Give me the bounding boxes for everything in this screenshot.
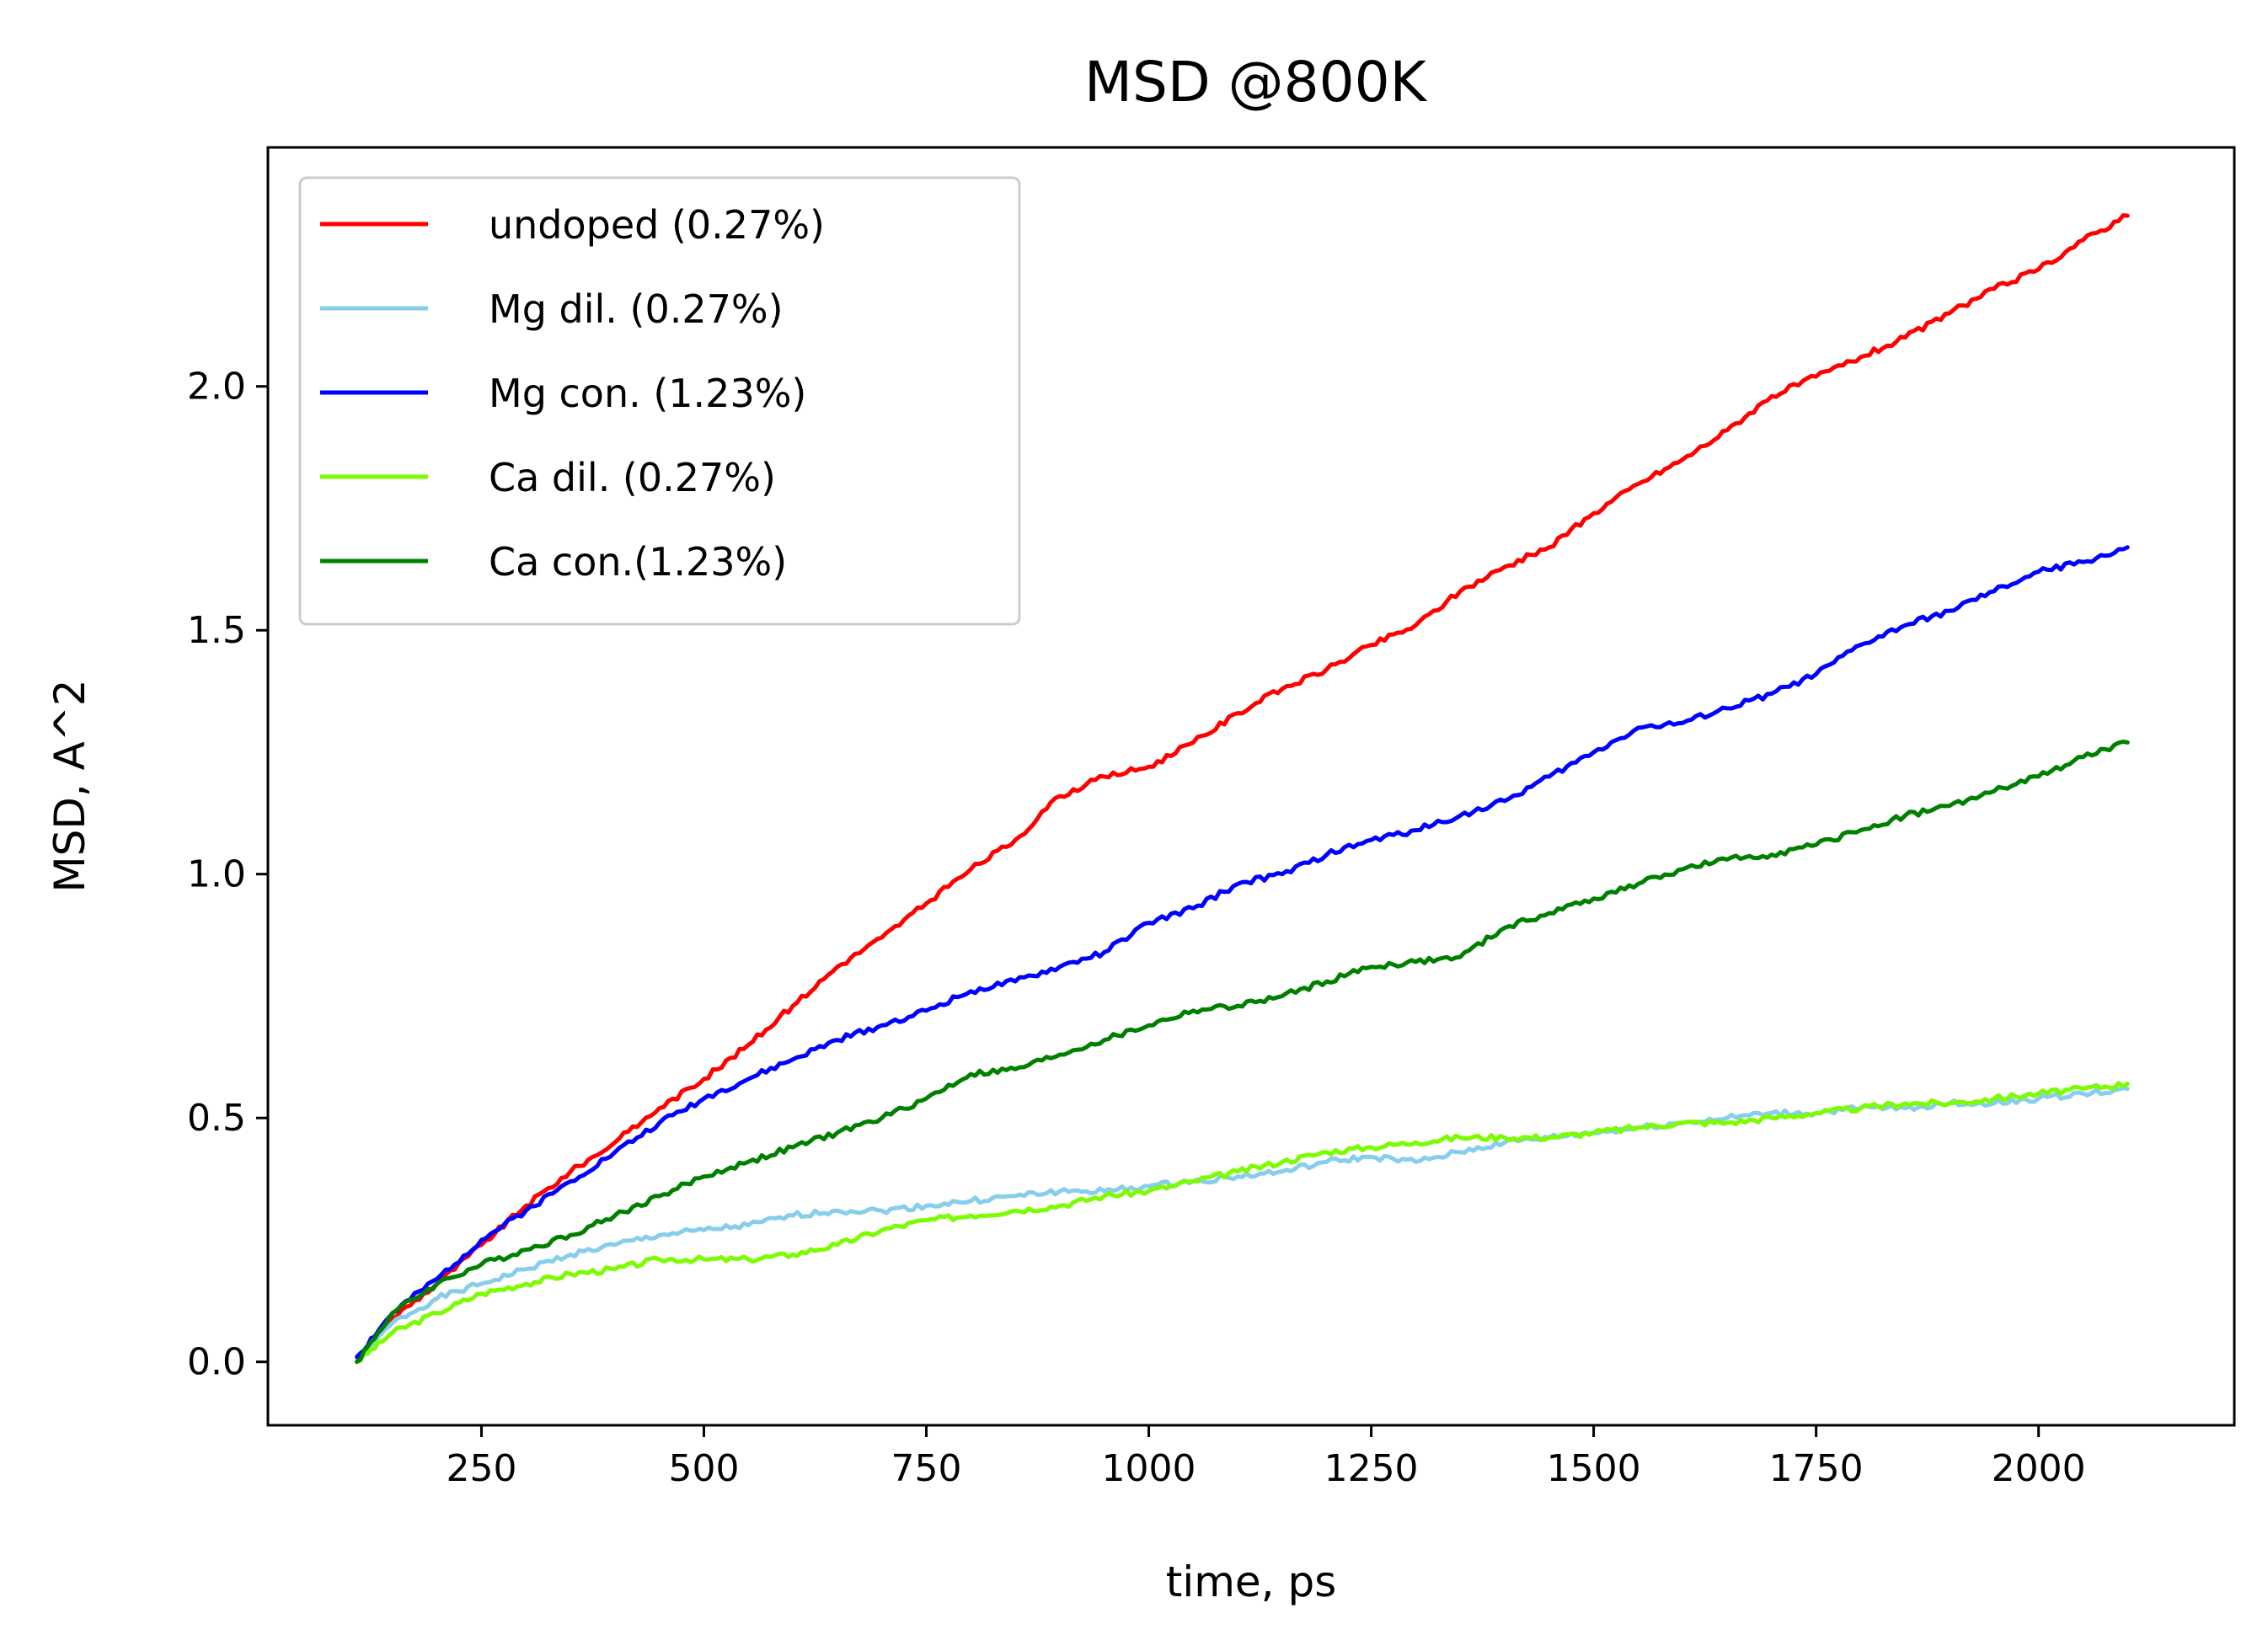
x-tick-label: 1750 [1769, 1447, 1864, 1490]
x-tick-label: 1000 [1102, 1447, 1196, 1490]
x-tick-label: 2000 [1992, 1447, 2086, 1490]
y-tick-label: 1.5 [187, 609, 246, 652]
x-tick-label: 500 [669, 1447, 740, 1490]
x-axis-label: time, ps [1166, 1557, 1337, 1606]
legend-label: Ca con.(1.23%) [489, 539, 787, 585]
x-tick-label: 750 [891, 1447, 962, 1490]
series-layer [355, 213, 2130, 1365]
x-tick-label: 1500 [1547, 1447, 1641, 1490]
chart-title: MSD @800K [1084, 50, 1428, 115]
plot-frame [266, 146, 2236, 1427]
legend-label: Ca dil. (0.27%) [489, 455, 776, 500]
x-tick-label: 250 [446, 1447, 516, 1490]
legend: undoped (0.27%) Mg dil. (0.27%) Mg con. (1… [298, 176, 1021, 626]
y-axis-label: MSD, A^2 [45, 679, 94, 892]
legend-label: Mg dil. (0.27%) [489, 286, 784, 332]
series-line-3 [355, 545, 2130, 1360]
y-axis-ticks: 0.0 0.5 1.0 1.5 2.0 [187, 366, 268, 1384]
legend-box [298, 176, 1021, 626]
y-tick-label: 2.0 [187, 366, 246, 409]
x-axis-ticks: 250 500 750 1000 1250 1500 1750 2000 [446, 1425, 2086, 1490]
y-tick-label: 1.0 [187, 853, 246, 896]
series-line-5 [355, 740, 2130, 1365]
x-tick-label: 1250 [1324, 1447, 1419, 1490]
series-line-1 [355, 213, 2130, 1365]
legend-label: undoped (0.27%) [489, 202, 825, 248]
legend-label: Mg con. (1.23%) [489, 371, 806, 416]
y-tick-label: 0.5 [187, 1097, 246, 1140]
series-line-4 [355, 1081, 2130, 1365]
y-tick-label: 0.0 [187, 1341, 246, 1384]
